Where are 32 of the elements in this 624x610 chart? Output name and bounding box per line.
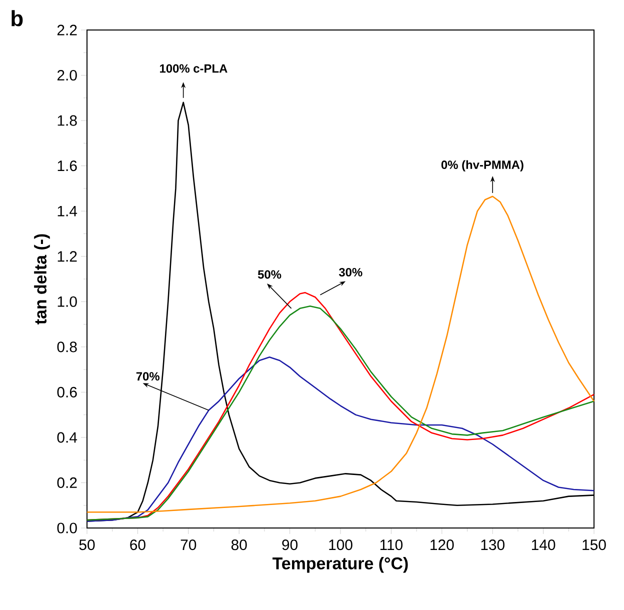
y-tick-label: 0.8 xyxy=(57,342,77,352)
x-tick-label: 110 xyxy=(380,540,403,550)
annotation: 0% (hv-PMMA) xyxy=(441,160,524,172)
x-tick-label: 60 xyxy=(130,540,146,550)
y-tick-label: 2.2 xyxy=(57,24,77,36)
text: b xyxy=(12,10,23,26)
y-tick-label: 0.0 xyxy=(57,522,77,534)
x-tick-label: 150 xyxy=(582,540,606,550)
x-tick-label: 50 xyxy=(79,540,95,550)
x-tick-label: 120 xyxy=(430,540,454,550)
y-axis-title: tan delta (-) xyxy=(34,234,50,324)
x-tick-label: 140 xyxy=(532,540,556,550)
y-tick-label: 1.4 xyxy=(58,206,78,216)
line-series xyxy=(86,196,595,513)
y-tick-label: 0.6 xyxy=(57,386,77,398)
x-tick-label: 80 xyxy=(231,540,247,550)
x-tick-label: 100 xyxy=(329,540,352,550)
annotation: 70% xyxy=(136,372,160,381)
annotation: 100% c-PLA xyxy=(160,64,228,73)
y-tick-label: 0.2 xyxy=(57,477,77,488)
annotation: 30% xyxy=(338,268,362,276)
y-tick-label: 1.0 xyxy=(58,296,77,307)
x-tick-label: 90 xyxy=(282,540,298,550)
y-tick-label: 1.8 xyxy=(58,115,77,126)
y-tick-label: 2.0 xyxy=(57,70,77,81)
y-tick-label: 0.4 xyxy=(57,432,78,443)
x-axis-title: Temperature (°C) xyxy=(272,556,408,573)
x-tick-label: 70 xyxy=(180,540,196,550)
x-tick-label: 130 xyxy=(481,540,504,550)
y-tick-label: 1.2 xyxy=(58,251,77,262)
annotation: 50% xyxy=(258,270,282,279)
y-tick-label: 1.6 xyxy=(58,160,77,172)
